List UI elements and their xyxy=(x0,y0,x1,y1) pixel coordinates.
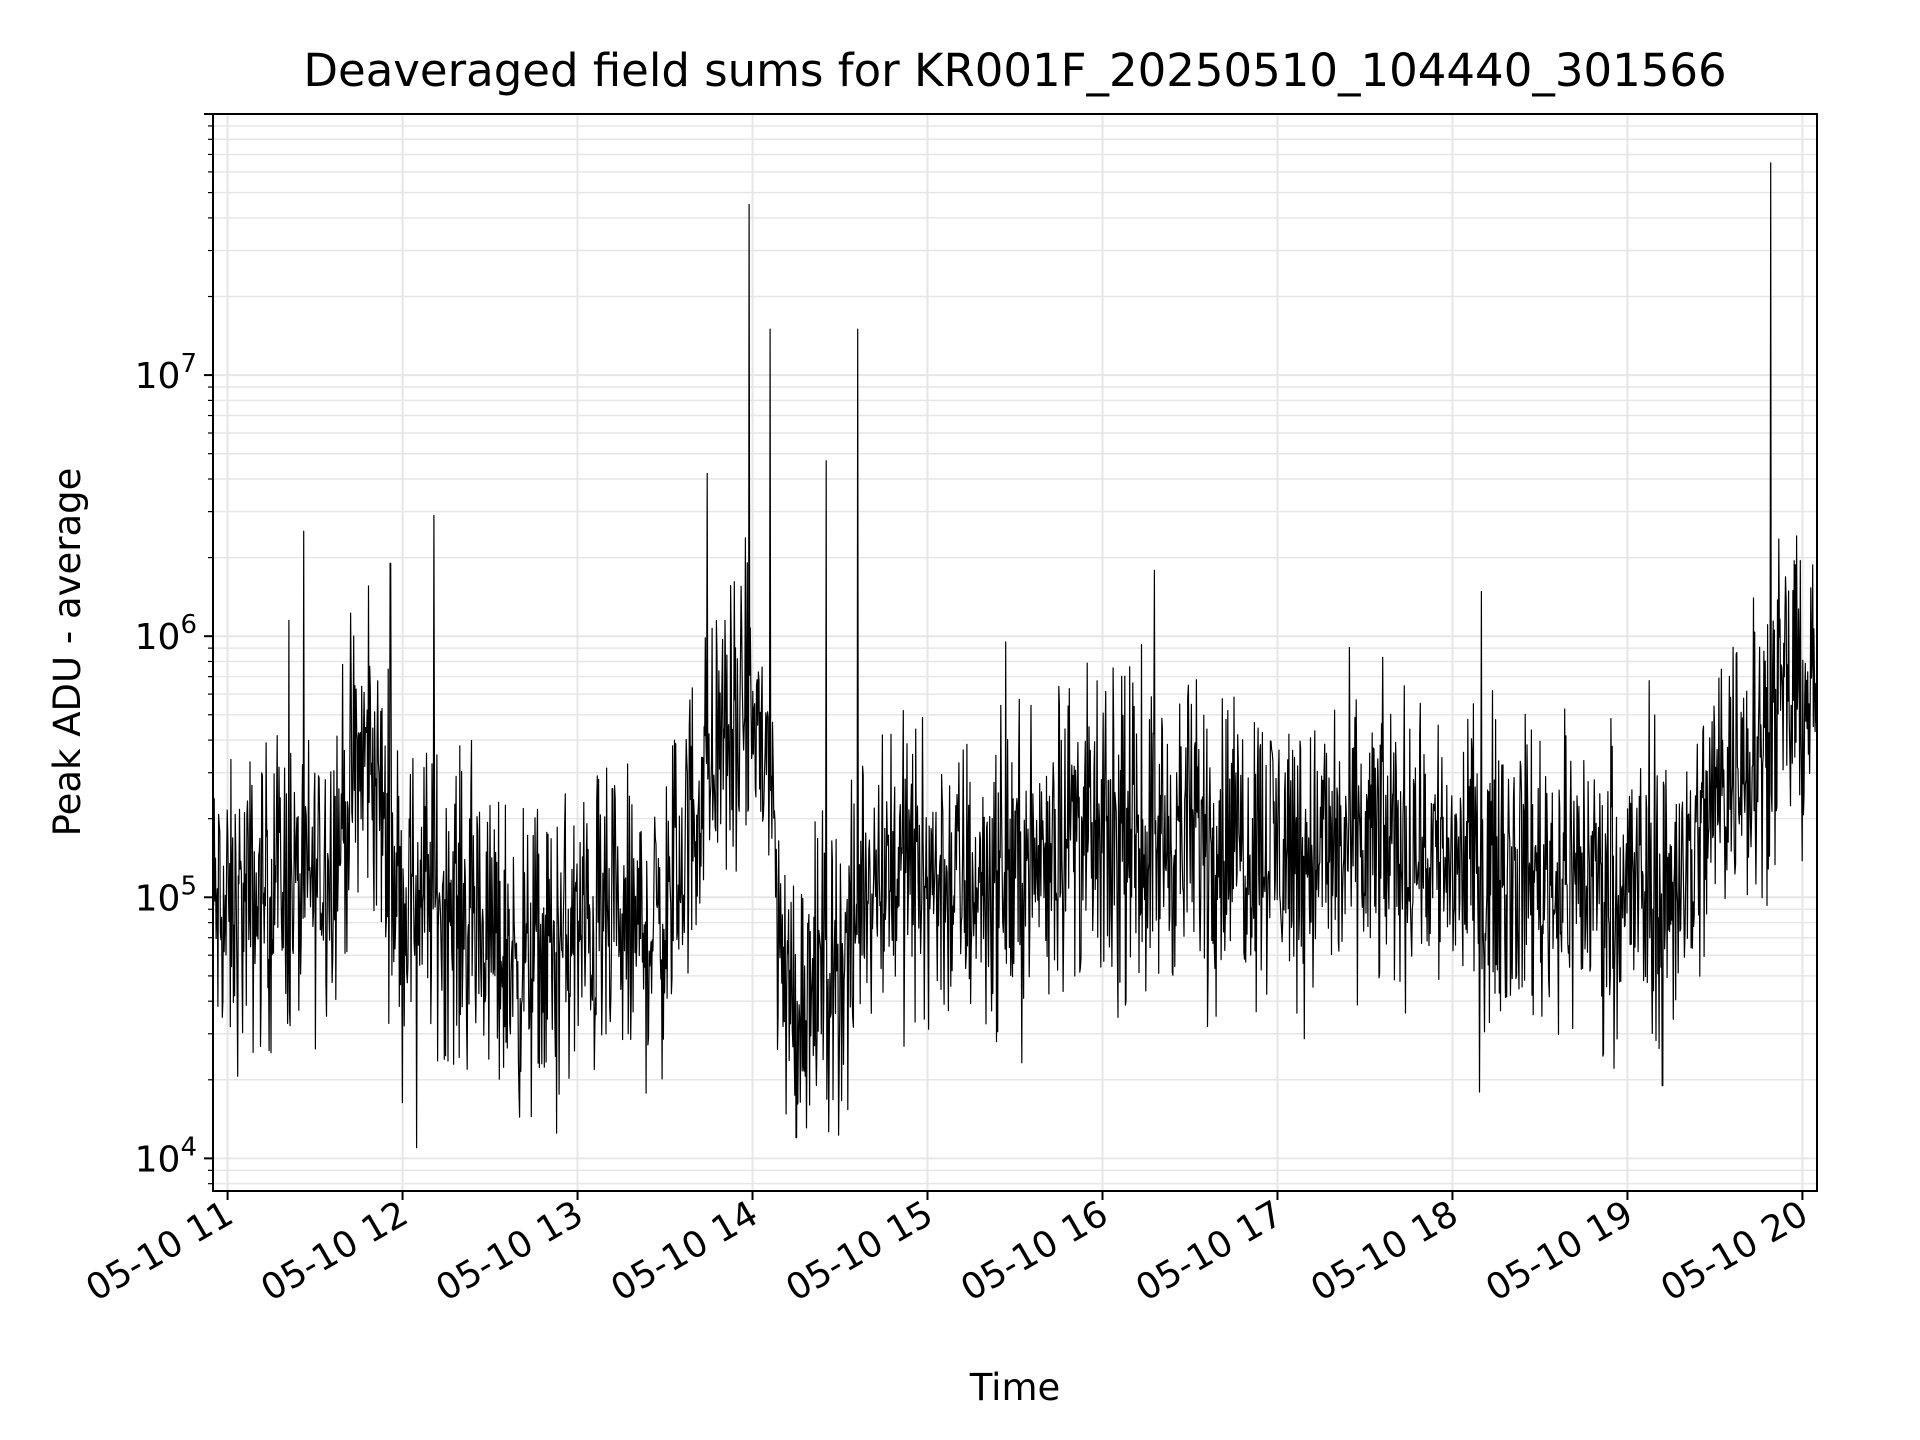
y-tick-label: 106 xyxy=(135,610,197,658)
y-tick-label: 107 xyxy=(135,349,197,397)
series-line xyxy=(212,162,1818,1149)
plot-frame xyxy=(212,113,1818,1192)
series-group xyxy=(212,162,1818,1149)
x-axis-label: Time xyxy=(969,1366,1061,1409)
chart-title: Deaveraged field sums for KR001F_2025051… xyxy=(303,44,1726,97)
y-tick-label: 105 xyxy=(135,871,197,919)
y-tick-label: 104 xyxy=(135,1132,197,1180)
y-axis-label: Peak ADU - average xyxy=(46,468,89,837)
